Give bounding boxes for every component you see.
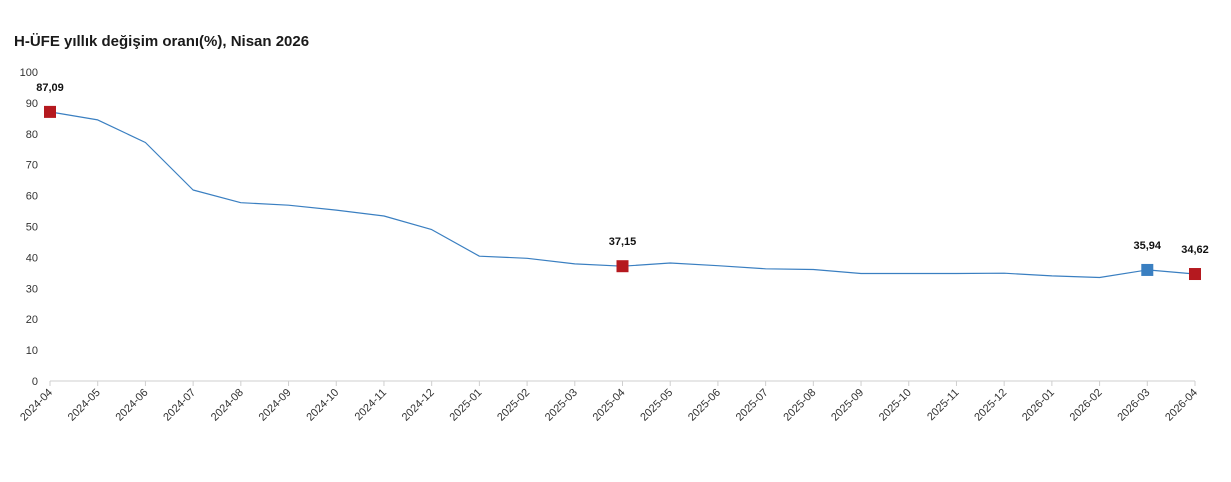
x-tick-label: 2025-01 [447,387,484,424]
x-tick-label: 2024-12 [400,387,437,424]
series-line [49,111,1196,279]
x-tick-label: 2025-12 [972,387,1009,424]
y-tick-label: 60 [26,191,38,203]
y-tick-label: 70 [26,160,38,172]
y-tick-label: 30 [26,283,38,295]
x-tick-label: 2024-09 [257,387,294,424]
data-value-label: 37,15 [609,236,637,248]
data-value-label: 35,94 [1134,240,1162,252]
y-tick-label: 40 [26,252,38,264]
highlight-marker [1189,268,1201,281]
x-tick-label: 2024-08 [209,387,246,424]
y-tick-label: 10 [26,345,38,357]
x-tick-label: 2025-08 [781,387,818,424]
x-tick-label: 2024-11 [353,387,389,423]
x-tick-label: 2024-05 [66,387,103,424]
highlight-marker [616,260,629,273]
highlight-marker [44,105,56,118]
x-tick-label: 2025-07 [734,387,771,424]
x-tick-label: 2025-11 [925,387,961,423]
y-tick-label: 20 [26,314,38,326]
series-line-group [49,111,1196,279]
chart-title: H-ÜFE yıllık değişim oranı(%), Nisan 202… [14,33,310,50]
x-tick-label: 2024-07 [161,387,198,424]
y-tick-label: 50 [26,222,38,234]
x-tick-label: 2025-04 [591,387,628,424]
x-tick-label: 2026-02 [1068,387,1105,424]
y-tick-label: 90 [26,98,38,110]
x-tick-label: 2025-10 [877,387,914,424]
x-tick-label: 2025-09 [829,387,866,424]
highlight-marker [1141,263,1154,276]
x-axis: 2024-04 2024-05 2024-06 2024-07 2024-08 2024-… [18,381,1200,424]
x-tick-label: 2026-04 [1163,387,1200,424]
x-tick-label: 2024-10 [304,387,341,424]
x-tick-label: 2026-01 [1020,387,1057,424]
data-value-label: 87,09 [36,82,64,94]
x-tick-label: 2026-03 [1115,387,1152,424]
highlight-markers: 87,09 37,15 35,94 34,62 [36,82,1209,281]
y-axis: 0 10 20 30 40 50 60 70 80 90 100 [20,67,38,388]
data-value-label: 34,62 [1181,244,1209,256]
x-tick-label: 2025-02 [495,387,532,424]
x-tick-label: 2025-03 [543,387,580,424]
y-tick-label: 0 [32,376,38,388]
y-tick-label: 100 [20,67,38,79]
x-tick-label: 2025-05 [638,387,675,424]
x-tick-label: 2024-06 [114,387,151,424]
y-tick-label: 80 [26,129,38,141]
x-tick-label: 2025-06 [686,387,723,424]
x-tick-label: 2024-04 [18,387,55,424]
